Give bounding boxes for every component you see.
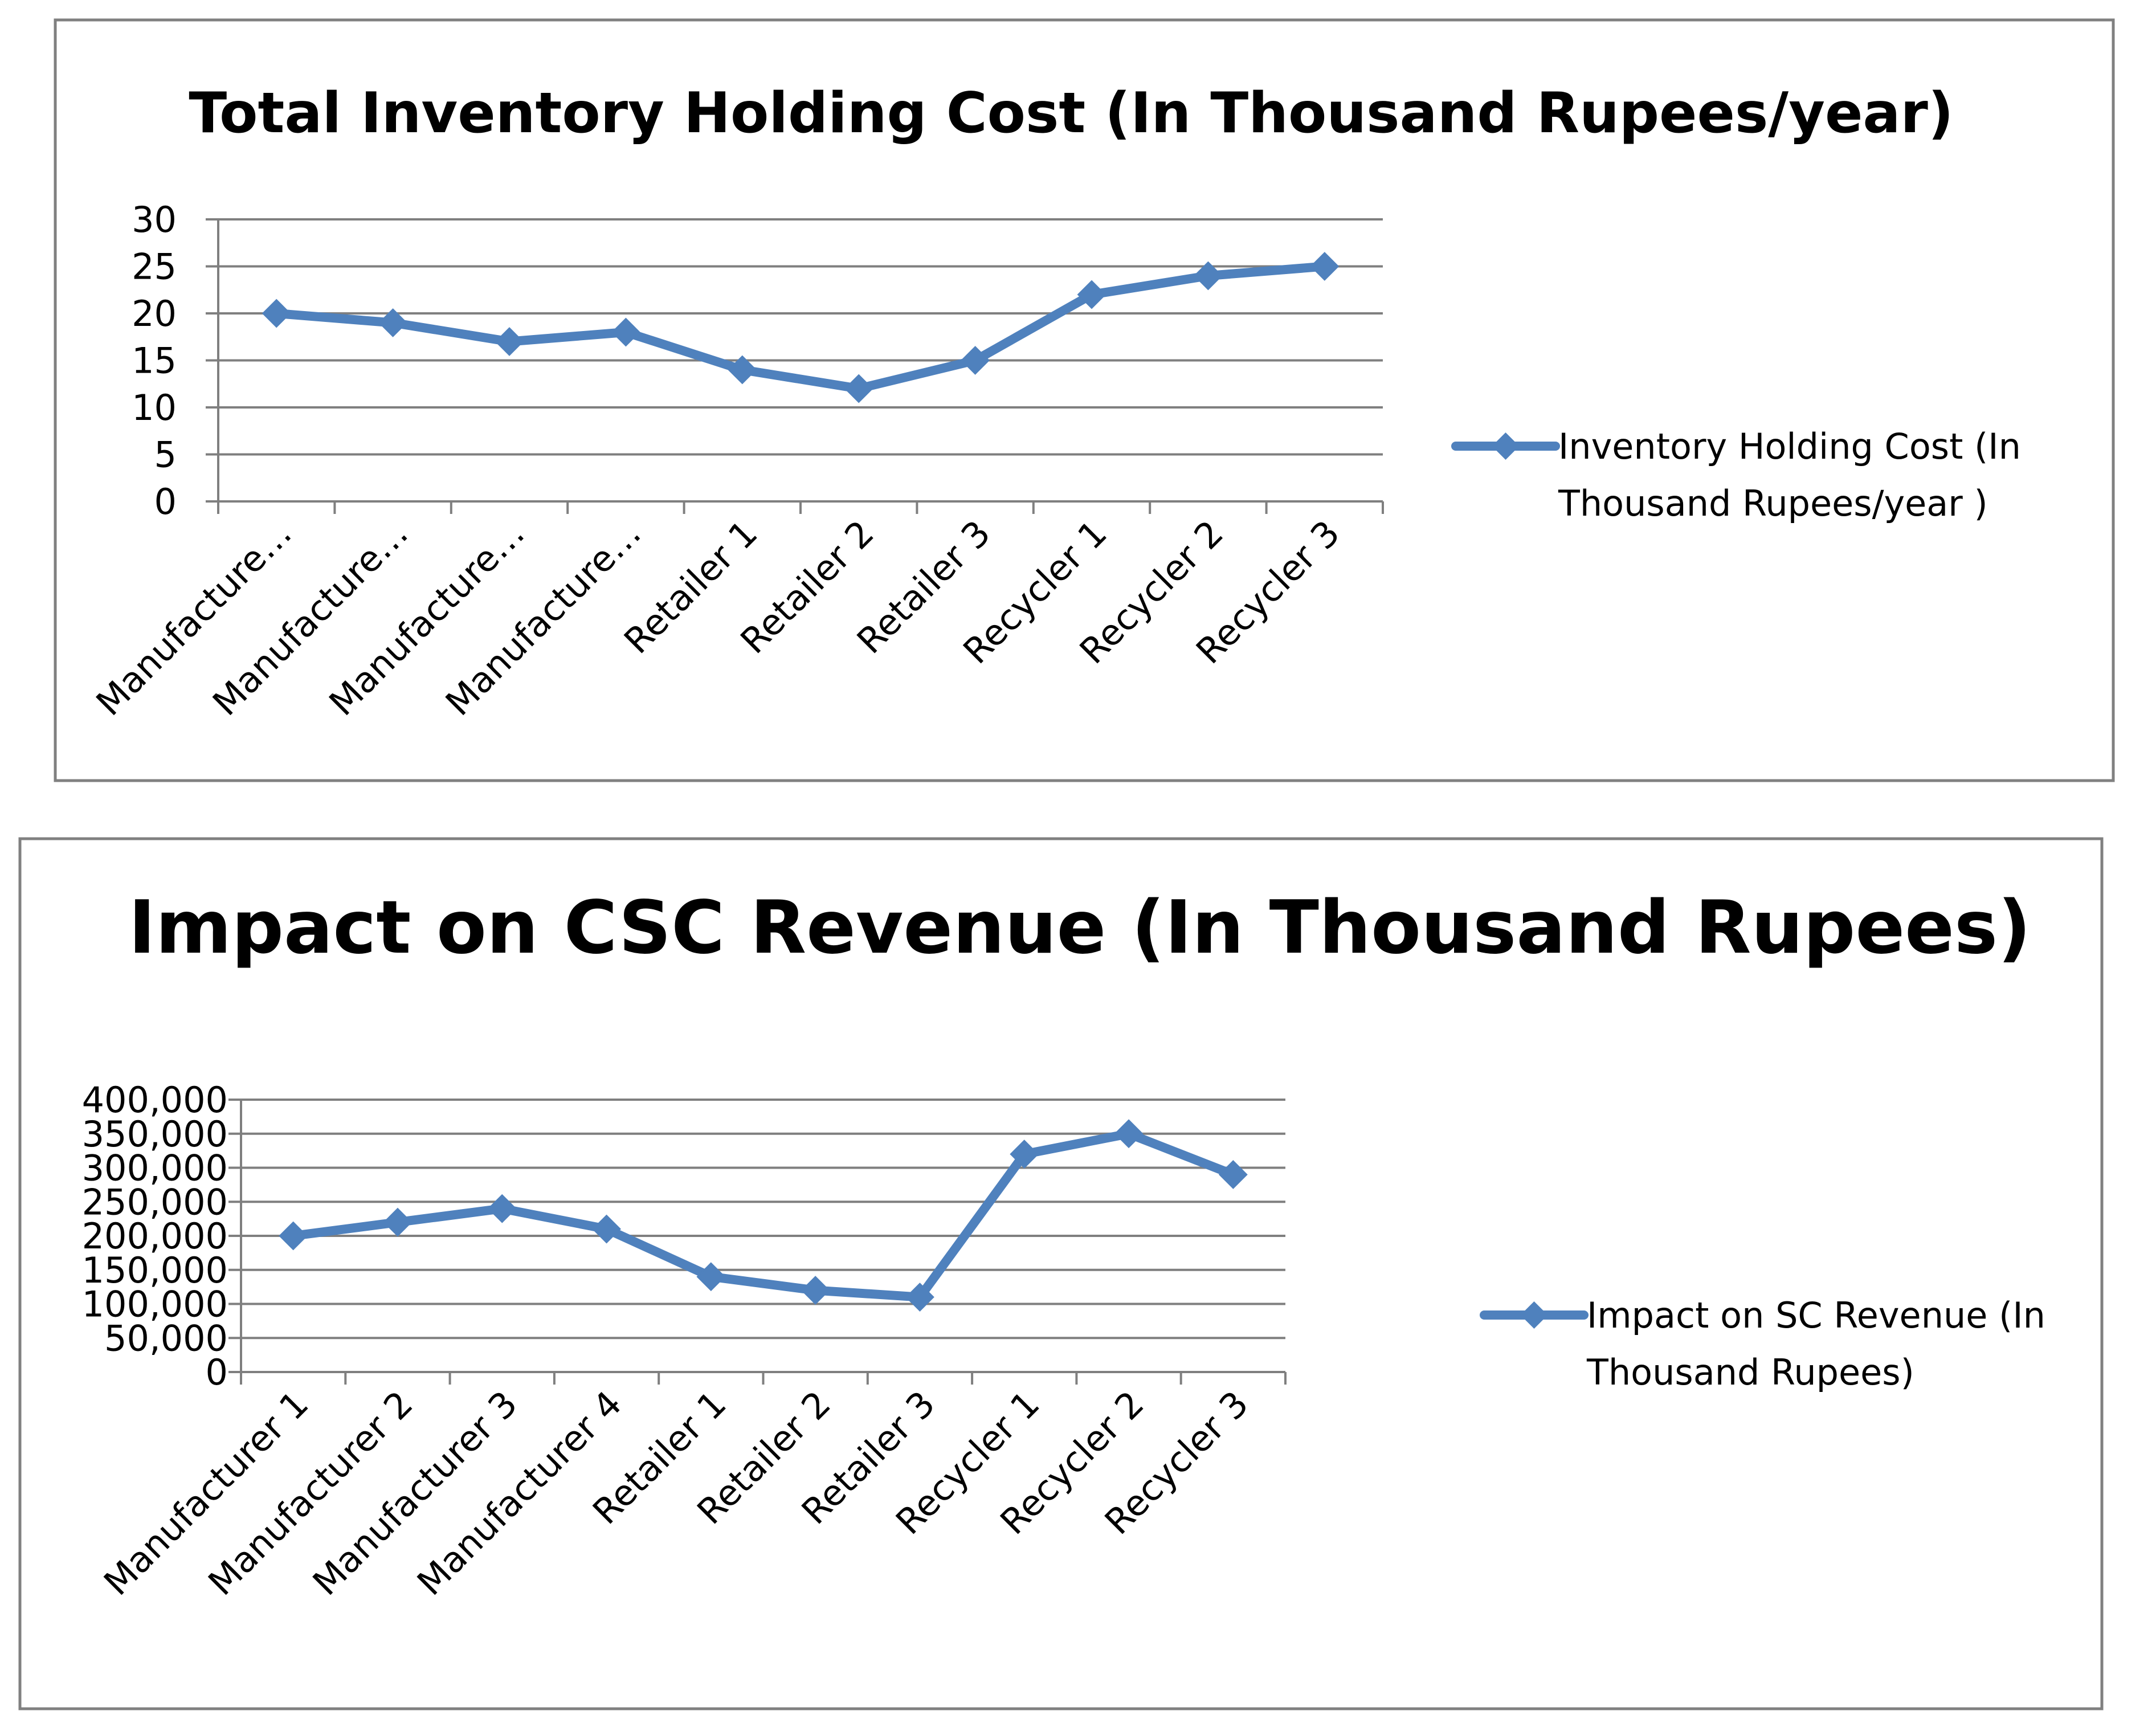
legend-label: Thousand Rupees) [1586, 1352, 1914, 1393]
legend-label: Inventory Holding Cost (In [1558, 426, 2021, 467]
legend-marker [1492, 432, 1520, 460]
legend-marker [1520, 1301, 1548, 1329]
chart2-frame [18, 837, 2104, 1710]
data-point-marker [378, 308, 408, 337]
chart1-frame [54, 18, 2115, 782]
chart2-title: Impact on CSC Revenue (In Thousand Rupee… [128, 885, 2031, 970]
data-point-marker [1310, 252, 1340, 281]
data-point-marker [1010, 1140, 1039, 1169]
data-point-marker [844, 374, 873, 403]
chart1-title: Total Inventory Holding Cost (In Thousan… [189, 81, 1953, 146]
data-point-marker [801, 1276, 830, 1305]
data-point-marker [1114, 1119, 1144, 1149]
data-point-marker [728, 355, 757, 385]
y-tick-label: 15 [132, 340, 177, 382]
data-point-marker [961, 346, 990, 375]
series-line [272, 262, 1329, 393]
data-point-marker [592, 1214, 621, 1244]
y-tick-label: 200,000 [82, 1215, 228, 1257]
y-tick-label: 50,000 [104, 1317, 228, 1359]
data-point-marker [611, 317, 640, 347]
y-tick-label: 0 [206, 1352, 228, 1393]
y-tick-label: 250,000 [82, 1181, 228, 1223]
data-point-marker [1077, 280, 1106, 309]
y-tick-label: 300,000 [82, 1148, 228, 1189]
data-point-marker [1193, 261, 1223, 291]
y-tick-label: 30 [132, 199, 177, 240]
data-point-marker [495, 327, 524, 356]
data-point-marker [905, 1283, 934, 1312]
data-point-marker [262, 299, 291, 328]
y-tick-label: 400,000 [82, 1079, 228, 1121]
y-tick-label: 10 [132, 387, 177, 428]
data-point-marker [383, 1207, 413, 1237]
y-tick-label: 150,000 [82, 1250, 228, 1291]
legend-label: Impact on SC Revenue (In [1587, 1295, 2045, 1336]
data-point-marker [487, 1194, 517, 1223]
y-tick-label: 0 [154, 481, 177, 522]
data-point-marker [696, 1262, 726, 1292]
y-tick-label: 350,000 [82, 1113, 228, 1155]
y-tick-label: 20 [132, 293, 177, 334]
data-point-marker [279, 1221, 308, 1251]
y-tick-label: 25 [132, 246, 177, 288]
y-tick-label: 5 [154, 434, 177, 476]
y-tick-label: 100,000 [82, 1284, 228, 1325]
data-point-marker [1218, 1160, 1248, 1189]
series-line [288, 1129, 1238, 1302]
legend-label: Thousand Rupees/year ) [1558, 483, 1988, 524]
